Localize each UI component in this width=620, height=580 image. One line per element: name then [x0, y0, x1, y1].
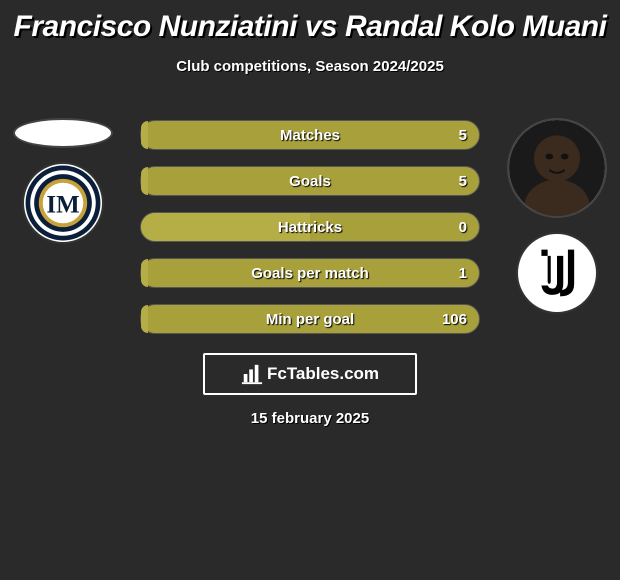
juventus-crest-icon: [518, 234, 596, 312]
right-player-avatar: [507, 118, 607, 218]
stat-right-value: 106: [442, 311, 467, 328]
left-player-column: IM: [8, 118, 118, 244]
bar-chart-icon: [241, 363, 263, 385]
inter-crest-icon: IM: [24, 164, 102, 242]
stat-row-matches: Matches 5: [140, 120, 480, 150]
player-silhouette-icon: [509, 120, 605, 216]
stat-right-value: 1: [459, 265, 467, 282]
stat-row-min-per-goal: Min per goal 106: [140, 304, 480, 334]
stat-label: Goals per match: [251, 265, 369, 282]
stat-row-hattricks: Hattricks 0: [140, 212, 480, 242]
brand-text: FcTables.com: [267, 364, 379, 384]
stat-label: Min per goal: [266, 311, 354, 328]
stat-left-fill: [141, 259, 148, 287]
date-label: 15 february 2025: [0, 410, 620, 427]
stat-right-value: 5: [459, 127, 467, 144]
brand-badge: FcTables.com: [203, 353, 417, 395]
stat-label: Goals: [289, 173, 331, 190]
page-title: Francisco Nunziatini vs Randal Kolo Muan…: [0, 0, 620, 44]
stat-label: Matches: [280, 127, 340, 144]
subtitle: Club competitions, Season 2024/2025: [0, 58, 620, 75]
right-player-column: [502, 118, 612, 314]
left-player-avatar: [13, 118, 113, 148]
stat-row-goals: Goals 5: [140, 166, 480, 196]
stat-right-value: 0: [459, 219, 467, 236]
stat-left-fill: [141, 305, 148, 333]
right-club-badge: [516, 232, 598, 314]
svg-text:IM: IM: [46, 191, 79, 218]
stat-row-goals-per-match: Goals per match 1: [140, 258, 480, 288]
comparison-card: Francisco Nunziatini vs Randal Kolo Muan…: [0, 0, 620, 580]
stat-left-fill: [141, 167, 148, 195]
left-club-badge: IM: [22, 162, 104, 244]
stats-list: Matches 5 Goals 5 Hattricks 0 Goals per …: [140, 120, 480, 334]
stat-label: Hattricks: [278, 219, 342, 236]
stat-left-fill: [141, 121, 148, 149]
stat-right-value: 5: [459, 173, 467, 190]
